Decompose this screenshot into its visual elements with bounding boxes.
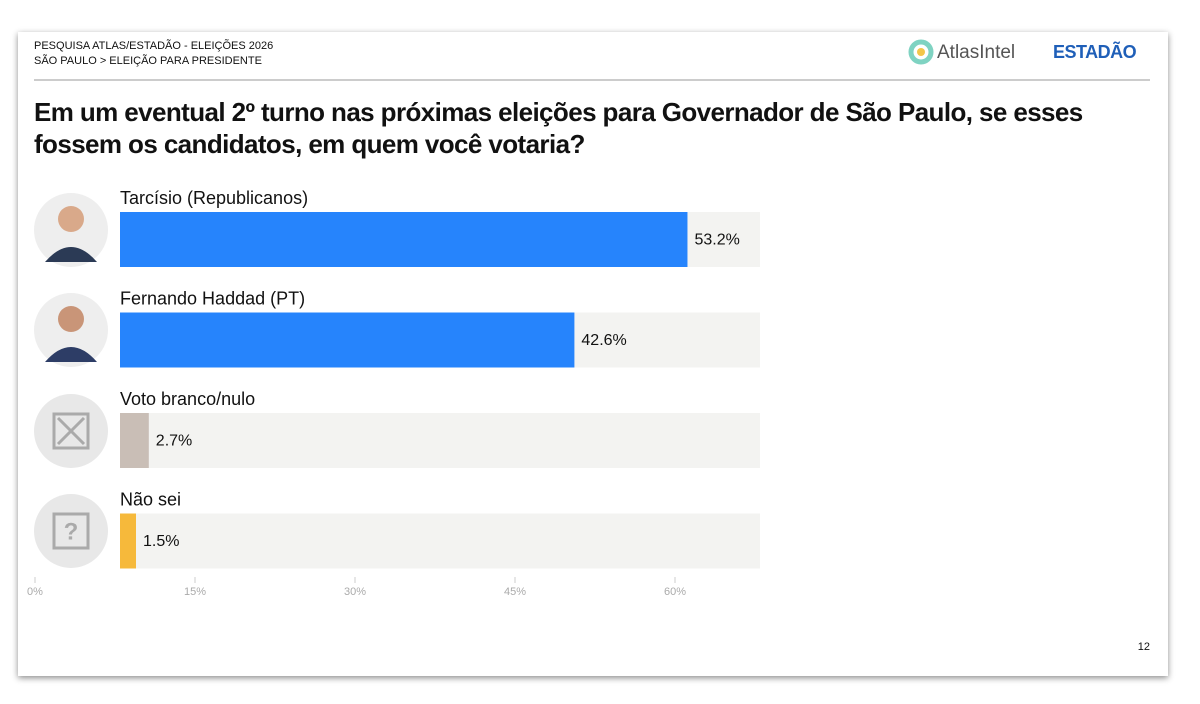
- category-label: Fernando Haddad (PT): [120, 288, 305, 308]
- header-line: SÃO PAULO > ELEIÇÃO PARA PRESIDENTE: [34, 54, 262, 67]
- category-label: Tarcísio (Republicanos): [120, 188, 308, 208]
- blank-icon: [34, 394, 108, 468]
- x-tick-label: 30%: [344, 586, 366, 598]
- chart-title: Em um eventual 2º turno nas próximas ele…: [34, 97, 1083, 159]
- atlas-logo: AtlasIntel: [937, 42, 1015, 63]
- avatar: [34, 293, 108, 367]
- bar: [120, 413, 149, 468]
- bar: [120, 212, 688, 267]
- category-label: Voto branco/nulo: [120, 389, 255, 409]
- value-label: 2.7%: [156, 433, 192, 450]
- value-label: 53.2%: [694, 232, 739, 249]
- header-line: PESQUISA ATLAS/ESTADÃO - ELEIÇÕES 2026: [34, 39, 273, 52]
- bar: [120, 513, 136, 569]
- estadao-logo: ESTADÃO: [1053, 41, 1137, 62]
- page-number: 12: [1138, 641, 1150, 653]
- atlas-logo-icon: [908, 39, 934, 65]
- x-tick-label: 0%: [27, 586, 43, 598]
- bar: [120, 312, 575, 368]
- avatar: [34, 193, 108, 267]
- value-label: 42.6%: [581, 332, 626, 349]
- value-label: 1.5%: [143, 533, 179, 550]
- x-tick-label: 45%: [504, 586, 526, 598]
- x-tick-label: 60%: [664, 586, 686, 598]
- bar-track: [120, 413, 760, 468]
- category-label: Não sei: [120, 489, 181, 509]
- bar-track: [120, 513, 760, 569]
- svg-text:?: ?: [64, 518, 79, 545]
- unknown-icon: ?: [34, 494, 108, 568]
- x-tick-label: 15%: [184, 586, 206, 598]
